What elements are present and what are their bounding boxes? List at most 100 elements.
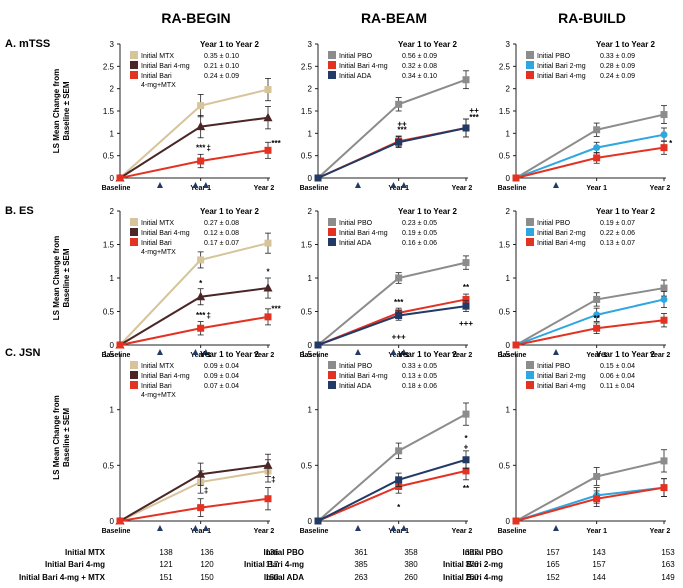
y-tick-label: 1 (110, 406, 115, 415)
y-axis-label: LS Mean Change from Baseline ± SEM (52, 395, 71, 479)
series-line (317, 413, 467, 522)
x-tick-label: Year 2 (254, 185, 275, 192)
n-table-value: 380 (404, 560, 418, 569)
legend-swatch (328, 238, 336, 246)
legend-title: Year 1 to Year 2 (398, 350, 458, 359)
y-tick-label: 1.5 (499, 241, 511, 250)
y-tick-label: 2 (110, 207, 115, 216)
arrow-icon (354, 182, 361, 188)
legend-stat: 0.19 ± 0.05 (402, 230, 437, 237)
n-table-value: 157 (546, 548, 560, 557)
legend-stat: 0.13 ± 0.07 (600, 240, 635, 247)
legend-swatch (526, 71, 534, 79)
data-point (660, 131, 668, 139)
data-point (395, 312, 403, 320)
legend-stat: 0.19 ± 0.07 (600, 220, 635, 227)
significance-label: * (266, 268, 270, 277)
arrow-icon (390, 525, 397, 531)
legend-swatch (526, 238, 534, 246)
n-table-value: 150 (265, 573, 279, 582)
y-tick-label: 0 (506, 174, 511, 183)
x-tick-label: Baseline (102, 185, 131, 192)
n-table-value: 385 (354, 560, 368, 569)
significance-label: * (464, 434, 468, 443)
legend-title: Year 1 to Year 2 (200, 207, 260, 216)
series-line (317, 126, 467, 179)
x-tick-label: Year 1 (190, 185, 211, 192)
n-table-value: 149 (661, 573, 675, 582)
legend-stat: 0.34 ± 0.10 (402, 73, 437, 80)
series-line (119, 287, 269, 346)
significance-label: *** (196, 143, 206, 152)
legend-label: Initial Bari 2-mg (537, 230, 586, 237)
significance-label: *** (196, 311, 206, 320)
legend-label: Initial PBO (537, 220, 571, 227)
significance-label: ** (463, 484, 470, 493)
data-point (263, 283, 273, 292)
y-tick-label: 2 (110, 85, 115, 94)
legend-title: Year 1 to Year 2 (200, 40, 260, 49)
legend-swatch (328, 371, 336, 379)
data-point (264, 86, 272, 94)
data-point (196, 469, 206, 478)
legend-stat: 0.12 ± 0.08 (204, 230, 239, 237)
y-axis-label: LS Mean Change from Baseline ± SEM (52, 69, 71, 153)
significance-label: *** (397, 125, 407, 134)
x-tick-label: Year 2 (452, 352, 473, 359)
arrow-icon (202, 349, 209, 355)
significance-label: + (464, 443, 469, 452)
series-line (317, 469, 467, 522)
n-table-value: 263 (354, 573, 368, 582)
y-tick-label: 1.5 (301, 107, 313, 116)
legend-swatch (328, 228, 336, 236)
y-tick-label: 0 (110, 174, 115, 183)
legend-swatch (328, 51, 336, 59)
series-line (515, 146, 665, 179)
x-tick-label: Year 2 (254, 352, 275, 359)
series-line (515, 113, 665, 179)
legend-swatch (130, 238, 138, 246)
significance-label: * (199, 279, 203, 288)
y-tick-label: 0.5 (499, 152, 511, 161)
data-point (197, 504, 205, 512)
data-point (462, 259, 470, 267)
arrow-icon (202, 182, 209, 188)
y-axis-label-line: LS Mean Change from (52, 236, 61, 320)
significance-label: * (397, 503, 401, 512)
series-line (515, 486, 665, 522)
data-point (462, 295, 470, 303)
legend-title: Year 1 to Year 2 (398, 207, 458, 216)
x-tick-label: Year 1 (388, 528, 409, 535)
legend-stat: 0.18 ± 0.06 (402, 383, 437, 390)
data-point (264, 313, 272, 321)
legend-swatch (526, 361, 534, 369)
data-point (660, 284, 668, 292)
legend-label: Initial MTX (141, 363, 174, 370)
significance-label: *** (394, 298, 404, 307)
y-tick-label: 0 (308, 517, 313, 526)
y-tick-label: 1 (506, 274, 511, 283)
legend-stat: 0.24 ± 0.09 (204, 73, 239, 80)
arrow-icon (390, 349, 397, 355)
data-point (593, 495, 601, 503)
significance-label: ‡ (207, 143, 211, 152)
n-table-value: 117 (266, 560, 279, 569)
legend-swatch (526, 218, 534, 226)
legend-label: Initial Bari 4-mg (339, 230, 388, 237)
n-table-row-label: Initial MTX (65, 548, 106, 557)
arrow-icon (354, 525, 361, 531)
arrow-icon (552, 525, 559, 531)
n-table-row-label: Initial ADA (264, 573, 304, 582)
y-axis-label-line: LS Mean Change from (52, 69, 61, 153)
y-tick-label: 1.5 (499, 350, 511, 359)
legend-label: Initial MTX (141, 220, 174, 227)
legend-label: Initial Bari 2-mg (537, 373, 586, 380)
legend-swatch (130, 381, 138, 389)
x-tick-label: Baseline (300, 528, 329, 535)
significance-label: ‡ (207, 311, 211, 320)
row-label: C. JSN (5, 347, 41, 359)
n-table-value: 361 (354, 548, 368, 557)
column-title: RA-BUILD (558, 10, 626, 26)
